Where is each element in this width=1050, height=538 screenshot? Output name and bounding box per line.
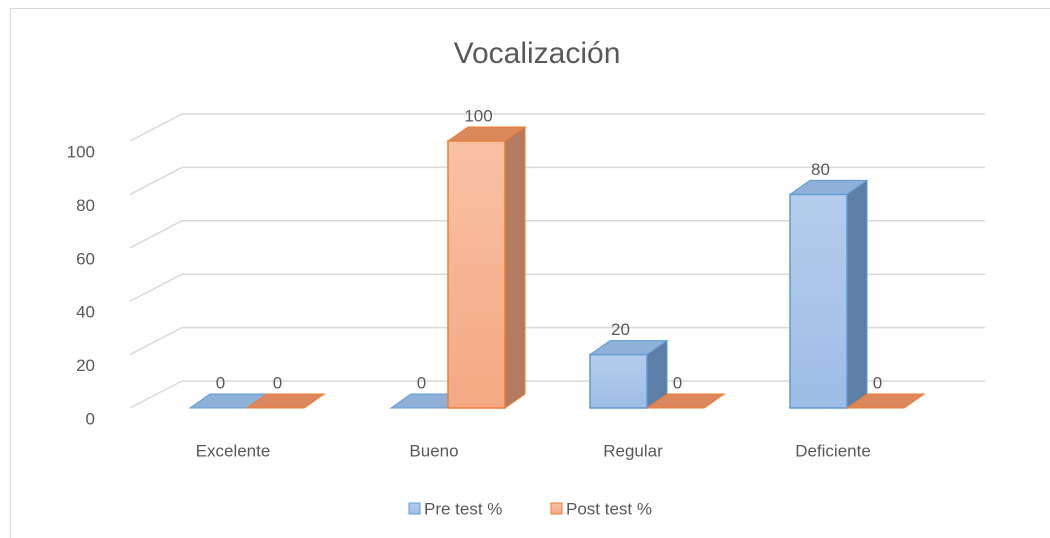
y-tick-label: 0 <box>86 409 95 428</box>
x-tick-label: Deficiente <box>795 441 871 460</box>
y-tick-label: 40 <box>76 303 95 322</box>
value-label: 20 <box>611 320 630 339</box>
bar-top <box>588 340 669 356</box>
y-tick-label: 100 <box>67 142 95 161</box>
bar-front <box>789 193 848 409</box>
bar-top <box>645 393 726 409</box>
grid-line <box>129 273 985 302</box>
value-label: 0 <box>673 373 682 392</box>
bar-front <box>589 353 648 409</box>
chart-title: Vocalización <box>454 37 621 70</box>
bar <box>645 393 726 409</box>
grid-line <box>129 166 985 196</box>
legend-label: Pre test % <box>424 499 502 518</box>
grid-line <box>129 113 985 142</box>
legend-label: Post test % <box>566 499 652 518</box>
bar-top <box>845 393 926 409</box>
bar <box>788 179 869 409</box>
x-tick-label: Bueno <box>409 441 458 460</box>
x-tick-label: Regular <box>603 441 663 460</box>
y-tick-label: 80 <box>76 196 95 215</box>
bar <box>446 126 527 409</box>
bar-side <box>846 179 868 409</box>
value-label: 0 <box>873 373 882 392</box>
x-tick-label: Excelente <box>196 441 271 460</box>
value-label: 80 <box>811 160 830 179</box>
bar-top <box>446 126 527 142</box>
bar <box>845 393 926 409</box>
bar <box>588 339 669 409</box>
y-tick-label: 60 <box>76 249 95 268</box>
grid-line <box>129 326 985 356</box>
grid-line <box>129 380 985 409</box>
legend-swatch <box>550 502 563 515</box>
chart-frame <box>10 8 1050 538</box>
value-label: 0 <box>417 373 426 392</box>
value-label: 0 <box>216 373 225 392</box>
bar <box>245 393 326 409</box>
y-tick-label: 20 <box>76 356 95 375</box>
bar-side <box>504 126 526 409</box>
legend-swatch <box>408 502 421 515</box>
bar-top <box>788 179 869 195</box>
grid-line <box>129 220 985 249</box>
value-label: 100 <box>464 106 492 125</box>
value-label: 0 <box>273 373 282 392</box>
bar-top <box>245 393 326 409</box>
bar-front <box>447 140 506 409</box>
